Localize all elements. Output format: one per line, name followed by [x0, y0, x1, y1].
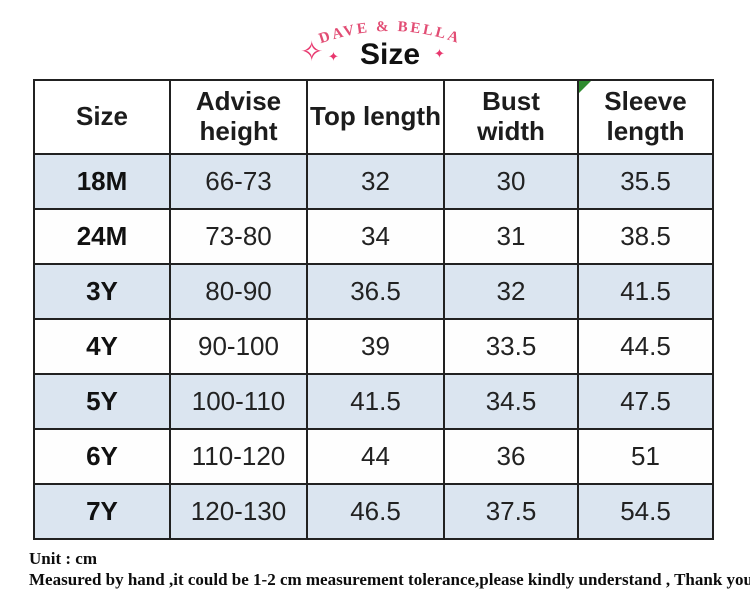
sparkle-icon: ✧ [300, 36, 324, 67]
table-row: 7Y 120-130 46.5 37.5 54.5 [33, 483, 714, 540]
table-row: 24M 73-80 34 31 38.5 [33, 208, 714, 265]
value-cell: 73-80 [169, 208, 308, 265]
value-cell: 54.5 [577, 483, 714, 540]
cell-corner-flag-icon [579, 81, 591, 93]
table-row: 18M 66-73 32 30 35.5 [33, 153, 714, 210]
value-cell: 90-100 [169, 318, 308, 375]
value-cell: 41.5 [577, 263, 714, 320]
value-cell: 66-73 [169, 153, 308, 210]
tolerance-note: Measured by hand ,it could be 1-2 cm mea… [29, 570, 750, 589]
size-chart-table: Size Advise height Top length Bust width… [33, 79, 714, 540]
column-header-label: Sleeve length [604, 86, 687, 146]
column-header-sleeve-length: Sleeve length [577, 79, 714, 155]
table-row: 3Y 80-90 36.5 32 41.5 [33, 263, 714, 320]
size-cell: 18M [33, 153, 171, 210]
value-cell: 80-90 [169, 263, 308, 320]
size-cell: 5Y [33, 373, 171, 430]
sparkle-icon: ✦ [434, 46, 445, 61]
brand-logo: DAVE & BELLA [317, 19, 461, 47]
value-cell: 35.5 [577, 153, 714, 210]
value-cell: 39 [306, 318, 445, 375]
unit-label: Unit : cm [29, 549, 97, 568]
value-cell: 41.5 [306, 373, 445, 430]
value-cell: 51 [577, 428, 714, 485]
value-cell: 32 [306, 153, 445, 210]
table-row: 5Y 100-110 41.5 34.5 47.5 [33, 373, 714, 430]
page-title: Size [359, 38, 421, 71]
size-cell: 4Y [33, 318, 171, 375]
table-row: 4Y 90-100 39 33.5 44.5 [33, 318, 714, 375]
value-cell: 32 [443, 263, 579, 320]
size-cell: 3Y [33, 263, 171, 320]
value-cell: 36.5 [306, 263, 445, 320]
value-cell: 31 [443, 208, 579, 265]
value-cell: 34.5 [443, 373, 579, 430]
value-cell: 47.5 [577, 373, 714, 430]
value-cell: 44 [306, 428, 445, 485]
value-cell: 36 [443, 428, 579, 485]
value-cell: 100-110 [169, 373, 308, 430]
value-cell: 37.5 [443, 483, 579, 540]
column-header-size: Size [33, 79, 171, 155]
sparkle-icon: ✦ [328, 49, 339, 64]
value-cell: 44.5 [577, 318, 714, 375]
value-cell: 120-130 [169, 483, 308, 540]
size-cell: 7Y [33, 483, 171, 540]
column-header-bust-width: Bust width [443, 79, 579, 155]
column-header-advise-height: Advise height [169, 79, 308, 155]
value-cell: 38.5 [577, 208, 714, 265]
value-cell: 46.5 [306, 483, 445, 540]
value-cell: 30 [443, 153, 579, 210]
value-cell: 33.5 [443, 318, 579, 375]
header-row: Size Advise height Top length Bust width… [33, 79, 714, 155]
table-row: 6Y 110-120 44 36 51 [33, 428, 714, 485]
value-cell: 34 [306, 208, 445, 265]
column-header-top-length: Top length [306, 79, 445, 155]
size-cell: 6Y [33, 428, 171, 485]
size-cell: 24M [33, 208, 171, 265]
value-cell: 110-120 [169, 428, 308, 485]
